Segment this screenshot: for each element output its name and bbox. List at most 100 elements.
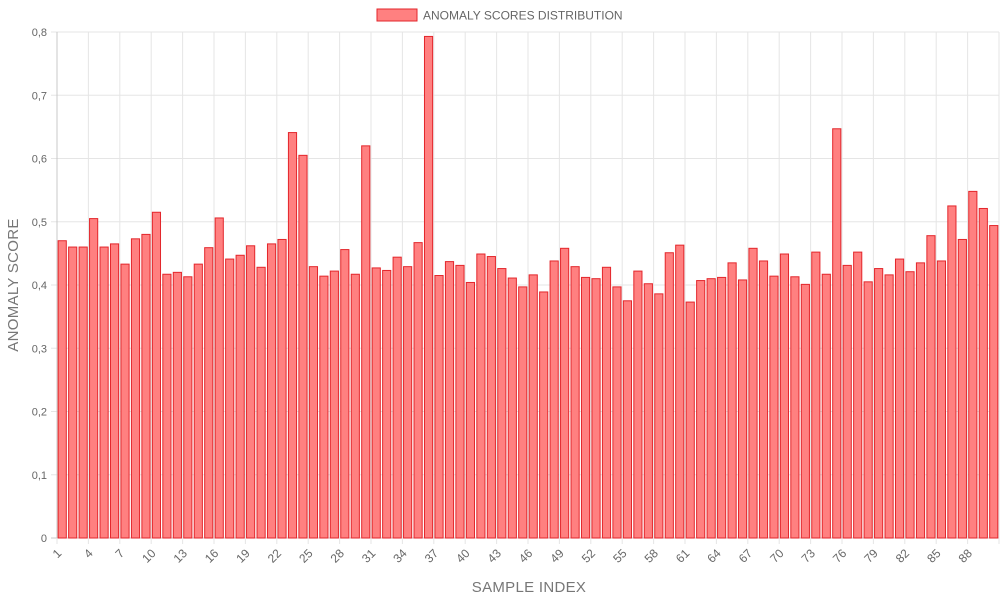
bar[interactable] (266, 243, 277, 539)
legend[interactable]: ANOMALY SCORES DISTRIBUTION (376, 8, 623, 23)
bar[interactable] (727, 262, 737, 539)
bar[interactable] (350, 273, 360, 539)
bar[interactable] (476, 253, 486, 539)
bar[interactable] (371, 267, 381, 539)
bar[interactable] (748, 247, 758, 539)
bar[interactable] (853, 251, 863, 539)
bar[interactable] (821, 273, 831, 539)
bar[interactable] (675, 244, 685, 539)
bar[interactable] (486, 256, 496, 539)
bar[interactable] (382, 269, 392, 539)
bar[interactable] (413, 242, 423, 539)
bar[interactable] (225, 258, 235, 539)
bar[interactable] (172, 271, 182, 539)
bar[interactable] (392, 256, 402, 539)
bar[interactable] (643, 283, 653, 539)
bar[interactable] (141, 233, 151, 539)
legend-swatch[interactable] (376, 8, 418, 22)
bar[interactable] (936, 260, 947, 539)
bar[interactable] (800, 283, 810, 539)
bar[interactable] (884, 274, 894, 539)
bar[interactable] (423, 35, 434, 539)
bar[interactable] (277, 238, 287, 539)
bar[interactable] (235, 254, 245, 539)
bar[interactable] (612, 286, 622, 539)
bar[interactable] (570, 266, 580, 539)
bar[interactable] (256, 266, 266, 539)
bar[interactable] (298, 154, 308, 539)
bar[interactable] (947, 205, 957, 539)
bar[interactable] (120, 263, 130, 539)
bar[interactable] (863, 281, 873, 539)
bar[interactable] (989, 225, 999, 539)
bar[interactable] (790, 276, 800, 539)
bar[interactable] (455, 264, 465, 539)
bar[interactable] (329, 270, 339, 539)
bar[interactable] (664, 252, 674, 539)
bar[interactable] (183, 276, 193, 539)
bar[interactable] (633, 270, 643, 539)
bar[interactable] (507, 277, 517, 539)
bar[interactable] (403, 266, 413, 539)
x-tick-label: 85 (924, 546, 944, 566)
bar[interactable] (518, 286, 528, 539)
bar[interactable] (926, 235, 936, 539)
bar[interactable] (151, 211, 162, 539)
bar[interactable] (685, 301, 695, 539)
bar[interactable] (78, 246, 88, 539)
bar[interactable] (68, 246, 78, 539)
x-tick-label: 58 (642, 546, 662, 566)
y-tick-label: 0,2 (32, 407, 47, 419)
bar[interactable] (622, 300, 633, 539)
bar[interactable] (246, 245, 256, 539)
bar[interactable] (109, 243, 120, 539)
bar[interactable] (591, 278, 601, 539)
bar[interactable] (706, 278, 716, 539)
y-tick-label: 0,7 (32, 90, 47, 102)
bar[interactable] (57, 240, 67, 539)
bar[interactable] (769, 275, 779, 539)
bar[interactable] (696, 280, 706, 539)
bar[interactable] (779, 253, 790, 539)
legend-label[interactable]: ANOMALY SCORES DISTRIBUTION (423, 9, 623, 23)
x-tick-label: 34 (390, 546, 410, 566)
bar[interactable] (832, 128, 842, 539)
bar[interactable] (894, 258, 905, 539)
bar[interactable] (549, 260, 559, 539)
bar[interactable] (89, 218, 99, 539)
bar[interactable] (214, 217, 224, 539)
bar[interactable] (361, 145, 371, 539)
bar[interactable] (957, 238, 967, 539)
bar[interactable] (308, 266, 319, 539)
bar[interactable] (340, 249, 350, 539)
bar[interactable] (842, 264, 852, 539)
bar[interactable] (434, 275, 444, 539)
bar[interactable] (539, 291, 549, 539)
bar[interactable] (717, 276, 727, 539)
bar[interactable] (560, 247, 570, 539)
bar[interactable] (99, 246, 109, 539)
bar[interactable] (444, 261, 455, 539)
bar[interactable] (968, 190, 978, 539)
bar[interactable] (654, 293, 664, 539)
bar[interactable] (811, 251, 821, 539)
bar[interactable] (162, 273, 172, 539)
bar[interactable] (465, 281, 476, 539)
bar[interactable] (874, 268, 884, 539)
bar[interactable] (737, 279, 748, 539)
bar[interactable] (915, 262, 926, 539)
bar[interactable] (497, 268, 507, 539)
bar[interactable] (580, 276, 591, 539)
bar[interactable] (319, 275, 329, 539)
bar[interactable] (758, 260, 769, 539)
bar[interactable] (528, 274, 538, 539)
bar[interactable] (978, 207, 988, 539)
bar[interactable] (601, 266, 612, 539)
bar[interactable] (204, 247, 214, 539)
bar[interactable] (130, 238, 141, 539)
x-tick-label: 16 (202, 546, 222, 566)
bar[interactable] (905, 271, 915, 539)
bar[interactable] (193, 263, 203, 539)
bar[interactable] (287, 132, 298, 539)
